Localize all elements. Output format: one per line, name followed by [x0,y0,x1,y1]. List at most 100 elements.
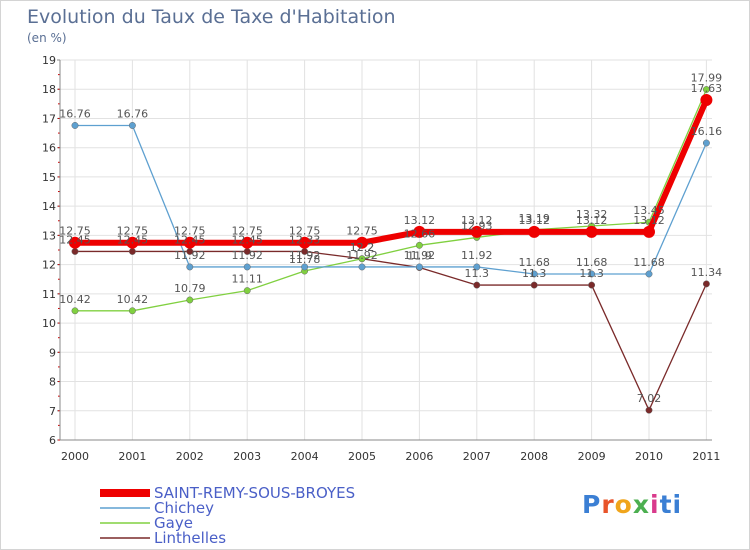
data-label: 12.45 [174,233,206,246]
y-tick-label: 18 [42,83,56,96]
data-label: 12.45 [117,233,149,246]
data-point [645,270,653,278]
data-label: 11.11 [231,273,263,286]
data-point [128,248,136,255]
y-tick-label: 7 [49,405,56,418]
data-label: 16.16 [691,125,723,138]
data-label: 13.12 [461,214,493,227]
y-tick-label: 14 [42,200,56,213]
data-label: 11.92 [461,249,493,262]
y-tick-label: 15 [42,171,56,184]
data-point [643,225,655,238]
x-tick-label: 2005 [348,450,376,463]
data-point [588,270,596,278]
data-point [413,225,426,238]
x-tick-label: 2000 [61,450,89,463]
data-point [186,263,194,271]
plot-area [60,60,712,440]
data-label: 12.75 [174,225,206,238]
data-label: 7.02 [637,392,662,405]
data-label: 12.93 [461,219,493,232]
data-point [358,263,366,271]
y-tick-label: 11 [42,288,56,301]
data-label: 11.68 [518,256,550,269]
data-point [358,255,366,263]
y-tick-label: 8 [49,376,56,389]
data-label: 12.33 [289,233,321,246]
x-tick-label: 2004 [291,450,319,463]
data-label: 11.3 [522,267,547,280]
data-point [71,248,79,255]
data-label: 11.92 [346,249,378,262]
x-tick-label: 2007 [463,450,491,463]
data-point [528,225,541,238]
x-tick-label: 2006 [405,450,433,463]
data-point [71,307,79,315]
data-point [530,270,538,278]
data-point [530,281,538,289]
data-point [301,263,309,271]
data-label: 11.92 [404,249,436,262]
data-point [243,287,251,295]
data-point [298,236,311,249]
y-tick-label: 10 [42,317,56,330]
data-point [128,122,136,129]
data-point [415,241,423,249]
y-tick-label: 17 [42,112,56,125]
data-label: 11.78 [289,253,321,266]
data-label: 11.34 [691,266,723,279]
data-label: 16.76 [117,107,149,120]
data-point [588,281,596,289]
data-label: 11.92 [289,249,321,262]
data-label: 13.12 [633,214,665,227]
data-point [585,225,598,238]
data-label: 13.19 [518,212,550,225]
data-label: 12.75 [346,225,378,238]
series-line [75,89,707,312]
data-point [470,225,483,238]
data-point [126,236,139,249]
data-label: 12.75 [117,225,149,238]
data-point [243,263,251,271]
y-tick-label: 16 [42,142,56,155]
data-point [356,236,368,249]
data-label: 11.92 [174,249,206,262]
data-point [645,406,653,414]
proxiti-logo: Proxiti [582,490,683,519]
data-point [69,236,81,249]
data-label: 11.3 [579,267,604,280]
data-point [473,263,481,271]
data-label: 12.75 [289,225,321,238]
legend-label: Linthelles [154,529,226,547]
x-tick-label: 2008 [520,450,548,463]
data-label: 16.76 [59,107,91,120]
data-label: 11.92 [231,249,263,262]
legend-label: Chichey [154,499,214,517]
x-tick-label: 2010 [635,450,663,463]
data-point [700,94,713,107]
y-tick-label: 6 [49,434,56,447]
data-point [128,307,136,315]
legend-label: Gaye [154,514,193,532]
data-label: 11.68 [576,256,608,269]
data-label: 10.79 [174,282,206,295]
data-label: 13.12 [576,214,608,227]
data-label: 13.32 [576,208,608,221]
data-label: 11.3 [465,267,490,280]
x-tick-label: 2003 [233,450,261,463]
y-tick-label: 19 [42,54,56,67]
unit-label: (en %) [27,31,67,45]
data-point [186,296,194,304]
data-label: 13.12 [404,214,436,227]
data-point [473,281,481,289]
y-tick-label: 13 [42,229,56,242]
data-point [702,86,710,93]
data-label: 11.9 [407,250,432,263]
x-tick-label: 2009 [578,450,606,463]
data-point [702,280,710,288]
data-point [702,139,710,147]
data-label: 12.75 [231,225,263,238]
chart-title: Evolution du Taux de Taxe d'Habitation [27,6,396,28]
y-tick-label: 12 [42,259,56,272]
data-point [183,236,196,249]
